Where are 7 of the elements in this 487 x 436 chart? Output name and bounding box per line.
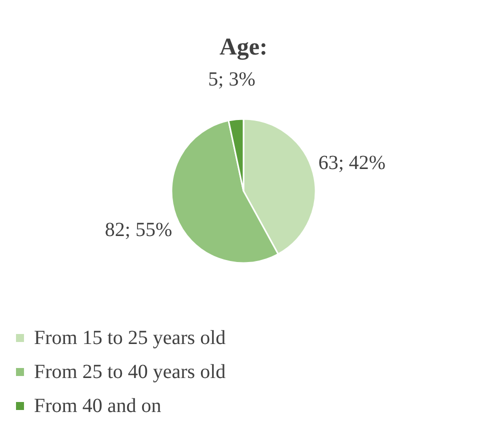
legend-label: From 40 and on: [34, 395, 162, 417]
data-label: 82; 55%: [104, 219, 172, 242]
data-label: 63; 42%: [318, 152, 386, 174]
chart-title: Age:: [220, 34, 268, 61]
legend-label: From 15 to 25 years old: [34, 327, 226, 349]
legend-label: From 25 to 40 years old: [34, 361, 226, 383]
data-label: 5; 3%: [208, 68, 256, 91]
